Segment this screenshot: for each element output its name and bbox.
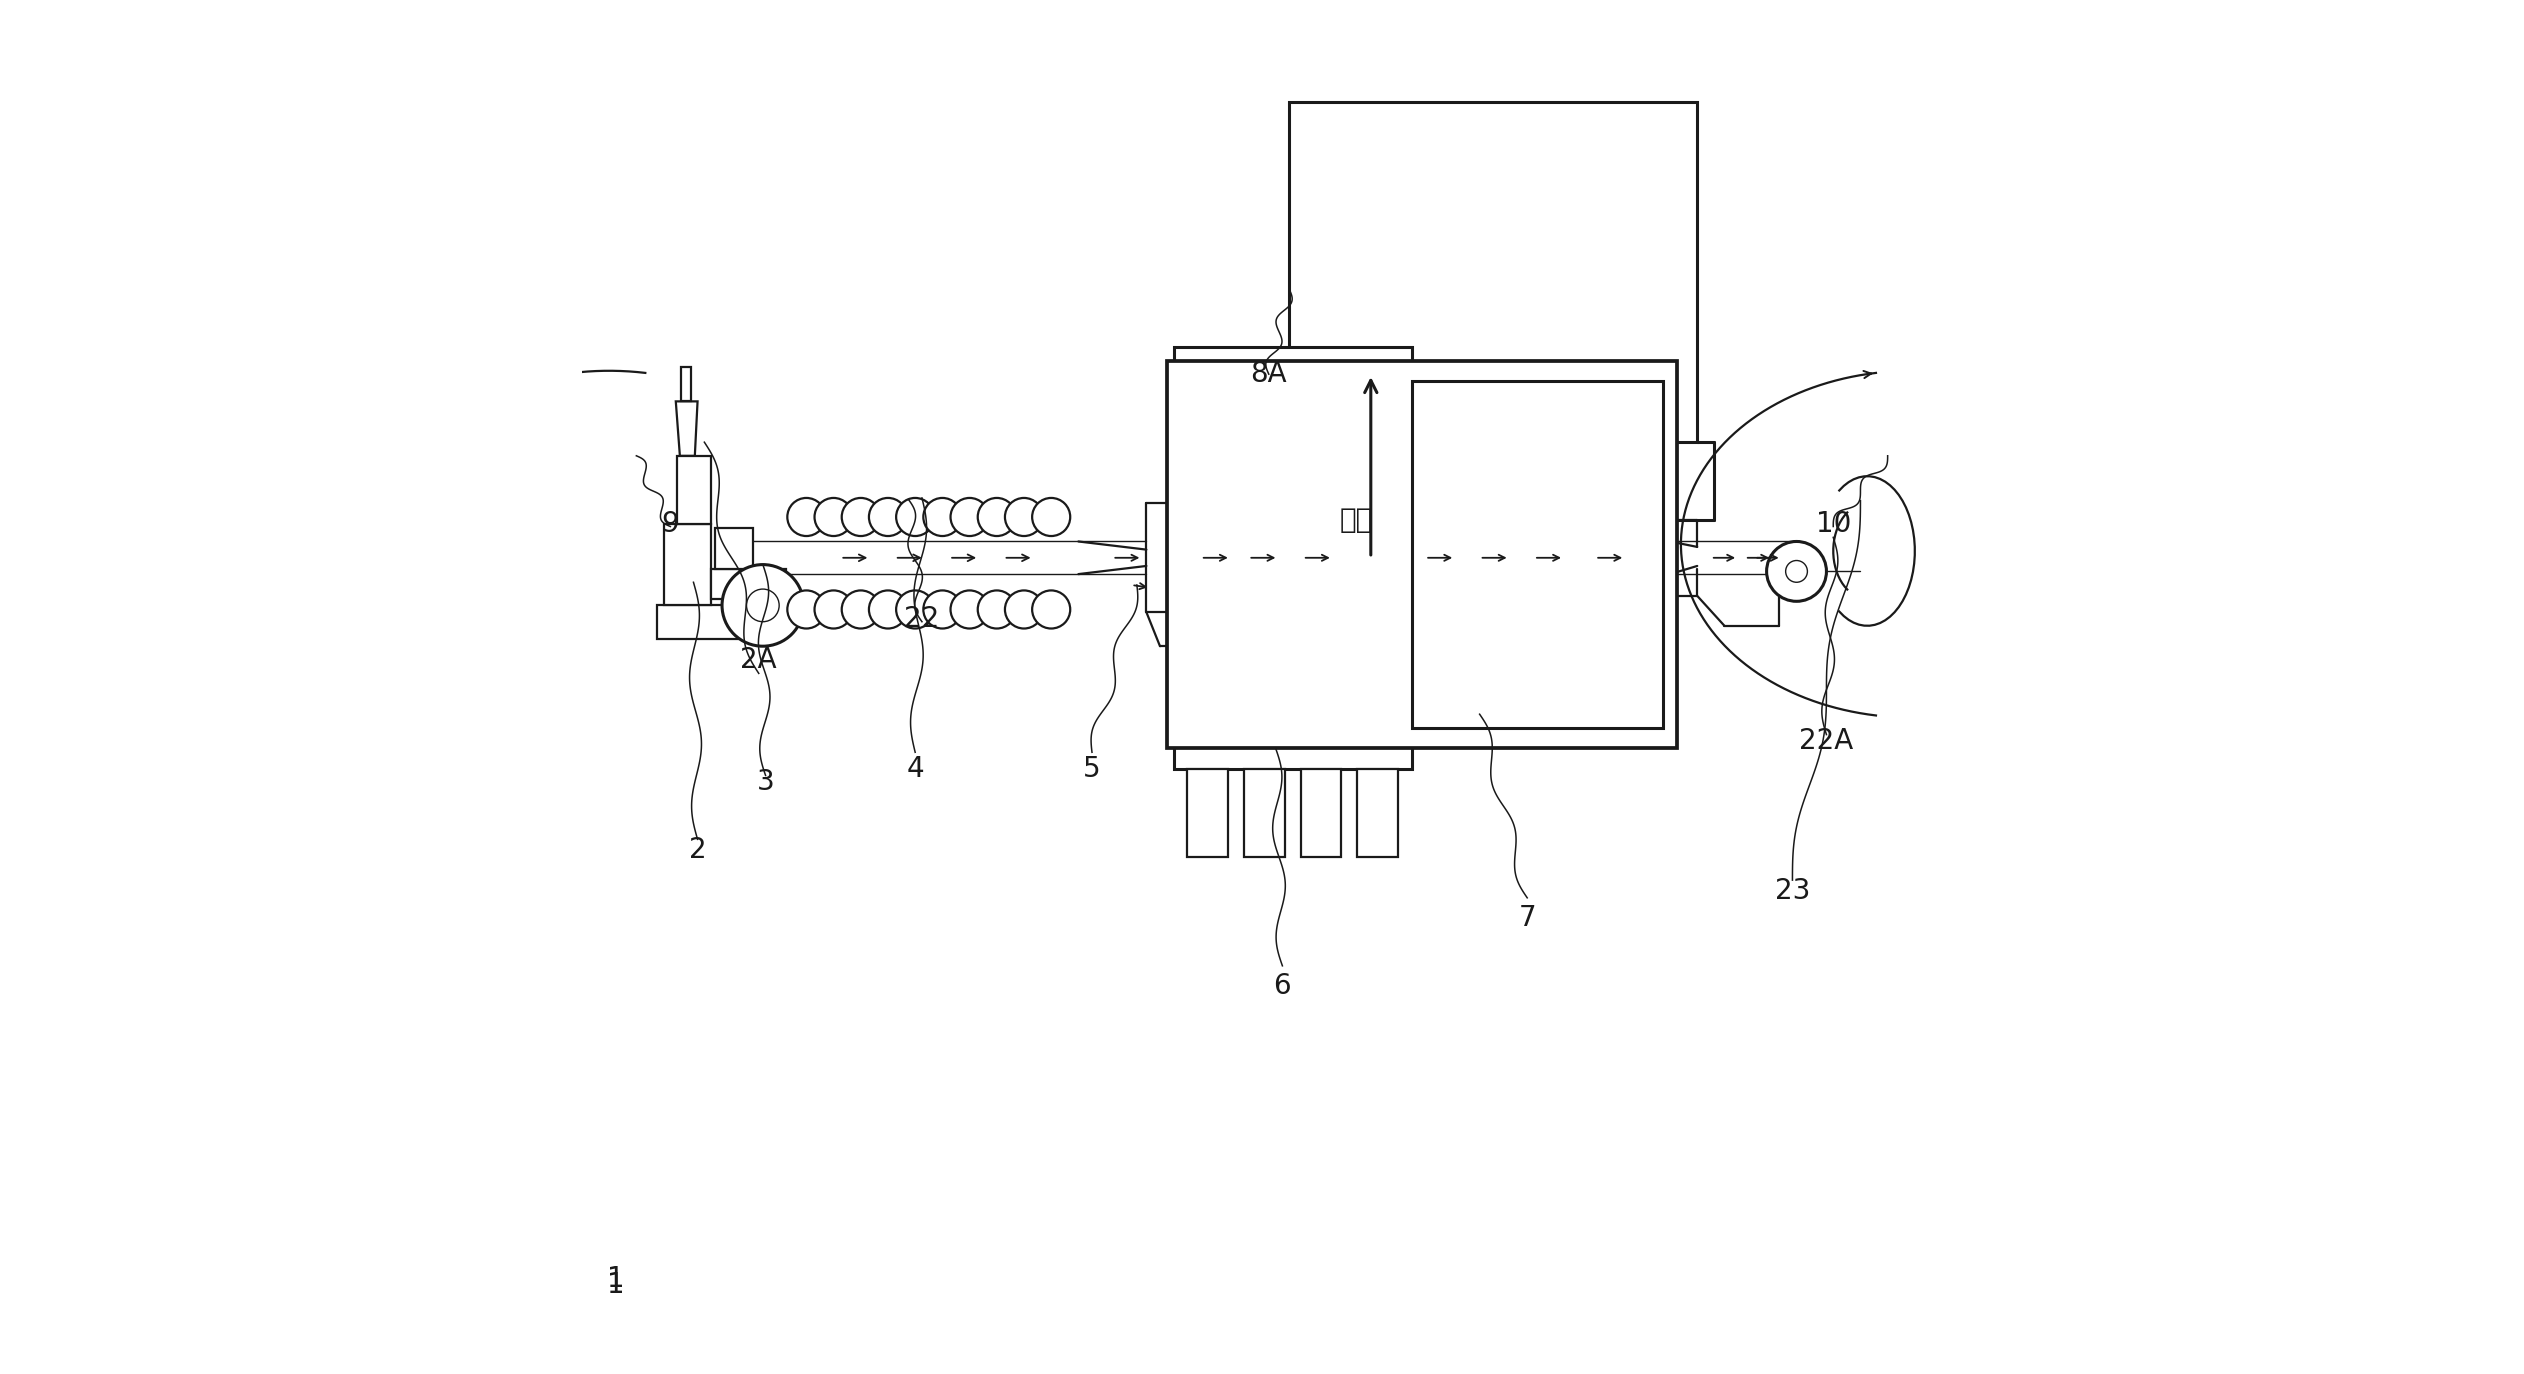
Circle shape bbox=[952, 497, 989, 536]
Circle shape bbox=[1032, 497, 1070, 536]
Circle shape bbox=[924, 591, 962, 628]
Circle shape bbox=[840, 497, 881, 536]
Circle shape bbox=[1179, 371, 1212, 404]
Circle shape bbox=[1784, 561, 1807, 583]
Bar bbox=[1186, 768, 1229, 857]
Circle shape bbox=[1232, 371, 1265, 404]
Circle shape bbox=[896, 497, 934, 536]
Circle shape bbox=[952, 591, 989, 628]
Circle shape bbox=[977, 591, 1015, 628]
Circle shape bbox=[1340, 698, 1373, 731]
Bar bbox=[681, 367, 692, 401]
Bar bbox=[1411, 381, 1663, 728]
Circle shape bbox=[815, 497, 853, 536]
Circle shape bbox=[815, 591, 853, 628]
Circle shape bbox=[1287, 698, 1320, 731]
Circle shape bbox=[1259, 698, 1292, 731]
Text: 22A: 22A bbox=[1800, 727, 1853, 756]
Text: 7: 7 bbox=[1519, 904, 1537, 932]
Circle shape bbox=[1368, 698, 1401, 731]
Circle shape bbox=[840, 591, 881, 628]
Text: 8A: 8A bbox=[1249, 360, 1287, 389]
Circle shape bbox=[1179, 698, 1212, 731]
Text: 5: 5 bbox=[1083, 754, 1100, 783]
Bar bbox=[1166, 360, 1676, 749]
Text: 23: 23 bbox=[1774, 877, 1810, 905]
Bar bbox=[714, 528, 752, 569]
Circle shape bbox=[868, 591, 906, 628]
Circle shape bbox=[977, 497, 1015, 536]
Text: 3: 3 bbox=[757, 768, 775, 796]
Bar bbox=[1174, 348, 1411, 768]
Bar bbox=[1290, 102, 1696, 442]
Circle shape bbox=[1204, 698, 1237, 731]
Text: 在线: 在线 bbox=[1340, 507, 1373, 534]
Bar bbox=[664, 523, 712, 606]
Circle shape bbox=[924, 497, 962, 536]
Circle shape bbox=[1005, 591, 1042, 628]
Text: 1: 1 bbox=[608, 1264, 626, 1293]
Text: 6: 6 bbox=[1275, 973, 1292, 1000]
Circle shape bbox=[787, 497, 825, 536]
Text: 2A: 2A bbox=[740, 646, 777, 673]
Circle shape bbox=[1232, 698, 1265, 731]
Text: 4: 4 bbox=[906, 754, 924, 783]
Text: 22: 22 bbox=[904, 605, 939, 633]
Bar bbox=[1300, 768, 1340, 857]
Polygon shape bbox=[676, 401, 697, 456]
Circle shape bbox=[1032, 591, 1070, 628]
Text: 10: 10 bbox=[1815, 510, 1850, 537]
Text: 9: 9 bbox=[661, 510, 679, 537]
Bar bbox=[1244, 768, 1285, 857]
Text: 2: 2 bbox=[689, 837, 707, 864]
Circle shape bbox=[1340, 371, 1373, 404]
Bar bbox=[712, 569, 785, 599]
Circle shape bbox=[1204, 371, 1237, 404]
Circle shape bbox=[1312, 698, 1345, 731]
Bar bbox=[1282, 484, 1459, 558]
Text: 1: 1 bbox=[608, 1271, 626, 1300]
Bar bbox=[656, 606, 760, 639]
Circle shape bbox=[1368, 371, 1401, 404]
Circle shape bbox=[1259, 371, 1292, 404]
Circle shape bbox=[1287, 371, 1320, 404]
Circle shape bbox=[896, 591, 934, 628]
Bar bbox=[1358, 768, 1398, 857]
Circle shape bbox=[787, 591, 825, 628]
Circle shape bbox=[1312, 371, 1345, 404]
Circle shape bbox=[1767, 541, 1827, 602]
Circle shape bbox=[722, 565, 803, 646]
Circle shape bbox=[868, 497, 906, 536]
Bar bbox=[676, 456, 712, 523]
Circle shape bbox=[747, 589, 780, 621]
Circle shape bbox=[1005, 497, 1042, 536]
